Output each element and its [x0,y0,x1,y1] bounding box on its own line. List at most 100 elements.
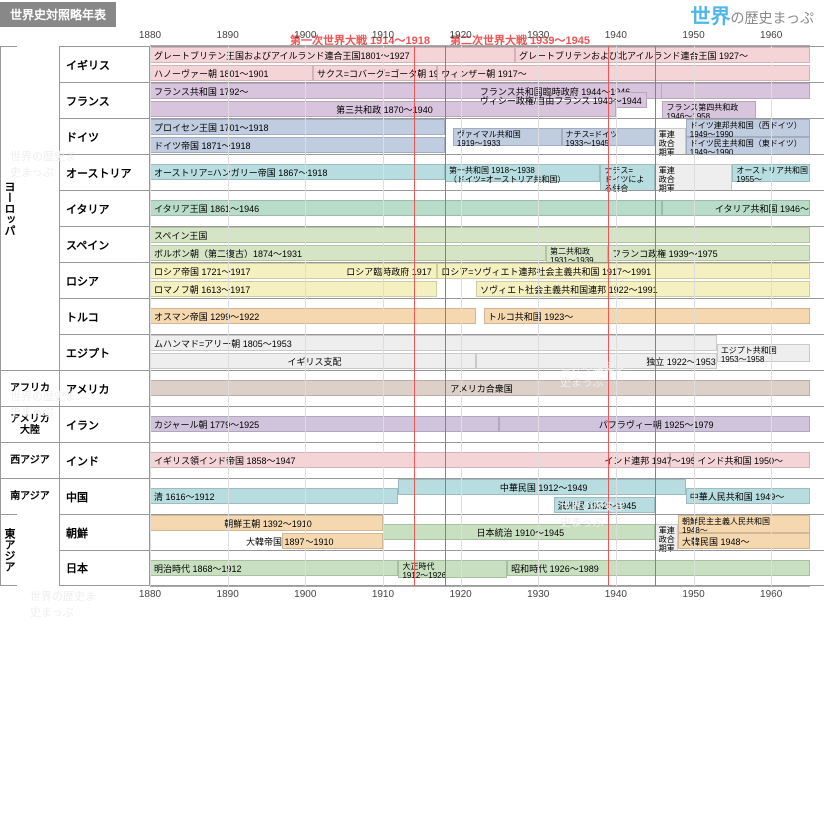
timeline-bar: 軍連政合期軍 [655,128,686,155]
timeline-bar: 第二共和政1931〜1939 [546,245,608,263]
timeline-bar: フランス第四共和政1946〜1958 [662,101,755,119]
timeline-bar: ドイツ連邦共和国（西ドイツ）1949〜1990 [686,119,810,137]
timeline-bar: 朝鮮王朝 1392〜1910 [150,515,383,531]
gridline [538,46,539,586]
timeline-bar: 大韓帝国 1897〜1910 [282,533,383,549]
title-badge: 世界史対照略年表 [0,2,116,27]
region-label: 東アジア [0,514,17,586]
timeline-bar: オスマン帝国 1299〜1922 [150,308,476,324]
timeline-bar: 第一共和国 1918〜1938（ドイツ=オーストリア共和国） [445,164,600,182]
war-line [655,46,656,586]
axis-tick: 1890 [217,30,239,41]
war-line [445,46,446,586]
timeline-row: フランス共和国 1792〜第三共和政 1870〜1940フランス共和国臨時政府 … [150,82,824,118]
timeline-bar: ボルボン朝（第二復古）1874〜1931 [150,245,546,261]
timeline-bar: ロマノフ朝 1613〜1917 [150,281,437,297]
axis-tick: 1900 [294,589,316,600]
timeline-row: ロシア帝国 1721〜1917ロシア臨時政府 1917ロマノフ朝 1613〜19… [150,262,824,298]
country-label: エジプト [60,334,149,370]
axis-tick: 1930 [527,30,549,41]
gridline [228,46,229,586]
timeline-bar: フランコ政権 1939〜1975 [608,245,810,261]
timeline-bar: 軍連政合期軍 [655,524,678,551]
timeline-bar: ソヴィエト社会主義共和国連邦 1922〜1991 [476,281,810,297]
gridline [694,46,695,586]
timeline-bar: 満州国 1932〜1945 [554,497,655,513]
country-label: イギリス [60,46,149,82]
header: 世界史対照略年表 世界 の 歴史まっぷ [0,0,824,28]
timeline-bar: 独立 1922〜1953 [476,353,717,369]
timeline-bar: サクス=コバーグ=ゴータ朝 1901〜1917 [313,65,437,81]
axis-top: 188018901900191019201930194019501960 [150,28,810,46]
axis-tick: 1940 [605,30,627,41]
timeline-bar: 昭和時代 1926〜1989 [507,560,810,576]
country-label: 日本 [60,550,149,586]
country-label: ロシア [60,262,149,298]
timeline-bar: インド共和国 1950〜 [694,452,810,468]
region-label: アフリカ [0,370,59,406]
axis-tick: 1950 [682,30,704,41]
timeline-bar: ヴァイマル共和国1919〜1933 [453,128,562,146]
country-label: ドイツ [60,118,149,154]
axis-tick: 1880 [139,30,161,41]
country-label: フランス [60,82,149,118]
timeline-bar: ドイツ民主共和国（東ドイツ）1949〜1990 [686,137,810,155]
region-label: 南アジア [0,478,59,514]
gridline [150,46,151,586]
axis-tick: 1960 [760,30,782,41]
axis-tick: 1910 [372,589,394,600]
timeline-bar: イタリア共和国 1946〜 [662,200,810,216]
country-label: イタリア [60,190,149,226]
region-label: アメリカ大陸 [0,406,59,442]
timeline-bar: イギリス支配 [150,353,476,369]
region-label: ヨーロッパ [0,46,17,370]
timeline-bar: インド連邦 1947〜1950 [670,452,693,468]
gridline [383,46,384,586]
timeline-bar: グレートブリテンおよび北アイルランド連合王国 1927〜 [515,47,810,63]
timeline-bar: ハノーヴァー朝 1801〜1901 [150,65,313,81]
axis-tick: 1930 [527,589,549,600]
timeline-row: 明治時代 1868〜1912大正時代1912〜1926昭和時代 1926〜198… [150,550,824,586]
timeline-bar: 朝鮮民主主義人民共和国1948〜 [678,515,810,533]
country-label: オーストリア [60,154,149,190]
war-line [608,46,609,586]
timeline-bar: エジプト共和国1953〜1958 [717,344,810,362]
axis-tick: 1960 [760,589,782,600]
timeline-bar: スペイン王国 [150,227,810,243]
country-label: スペイン [60,226,149,262]
timeline-row: オーストリア=ハンガリー帝国 1867〜1918第一共和国 1918〜1938（… [150,154,824,190]
timeline-row: カジャール朝 1779〜1925パフラヴィー朝 1925〜1979 [150,406,824,442]
country-label: トルコ [60,298,149,334]
timeline-bar: 清 1616〜1912 [150,488,398,504]
gridline [771,46,772,586]
timeline-row: ムハンマド=アリー朝 1805〜1953イギリス支配独立 1922〜1953エジ… [150,334,824,370]
timeline-bar: ウィンザー朝 1917〜 [437,65,810,81]
timeline-bar: プロイセン王国 1701〜1918 [150,119,445,135]
country-label: 朝鮮 [60,514,149,550]
gridline [616,46,617,586]
axis-tick: 1920 [449,30,471,41]
timeline-bar: 明治時代 1868〜1912 [150,560,398,576]
country-label: インド [60,442,149,478]
war-line [414,46,415,586]
timeline-bar: 中華民国 1912〜1949 [398,479,685,495]
region-label: 西アジア [0,442,59,478]
axis-tick: 1880 [139,589,161,600]
timeline-row: グレートブリテン王国およびアイルランド連合王国1801〜1927グレートブリテン… [150,46,824,82]
timeline-bar: トルコ共和国 1923〜 [484,308,810,324]
timeline-row: 朝鮮王朝 1392〜1910大韓帝国 1897〜1910日本統治 1910〜19… [150,514,824,550]
timeline-row: イタリア王国 1861〜1946イタリア共和国 1946〜 [150,190,824,226]
timeline-bar: ロシア=ソヴィエト連邦社会主義共和国 1917〜1991 [437,263,810,279]
timeline-row: 清 1616〜1912中華民国 1912〜1949満州国 1932〜1945中華… [150,478,824,514]
axis-tick: 1920 [449,589,471,600]
axis-tick: 1940 [605,589,627,600]
timeline-bar: ドイツ帝国 1871〜1918 [150,137,445,153]
region-column: ヨーロッパアフリカアメリカ大陸西アジア南アジア東アジア [0,46,60,586]
country-label: アメリカ [60,370,149,406]
timeline-row: スペイン王国ボルボン朝（第二復古）1874〜1931第二共和政1931〜1939… [150,226,824,262]
timeline-bar: アメリカ合衆国 [150,380,810,396]
gridline [461,46,462,586]
timeline-bar: ヴィシー政権/自由フランス 1940〜1944 [616,92,647,108]
timeline-chart: 第一次世界大戦 1914〜1918第二次世界大戦 1939〜1945 18801… [0,28,824,604]
timeline-lanes: グレートブリテン王国およびアイルランド連合王国1801〜1927グレートブリテン… [150,46,824,586]
